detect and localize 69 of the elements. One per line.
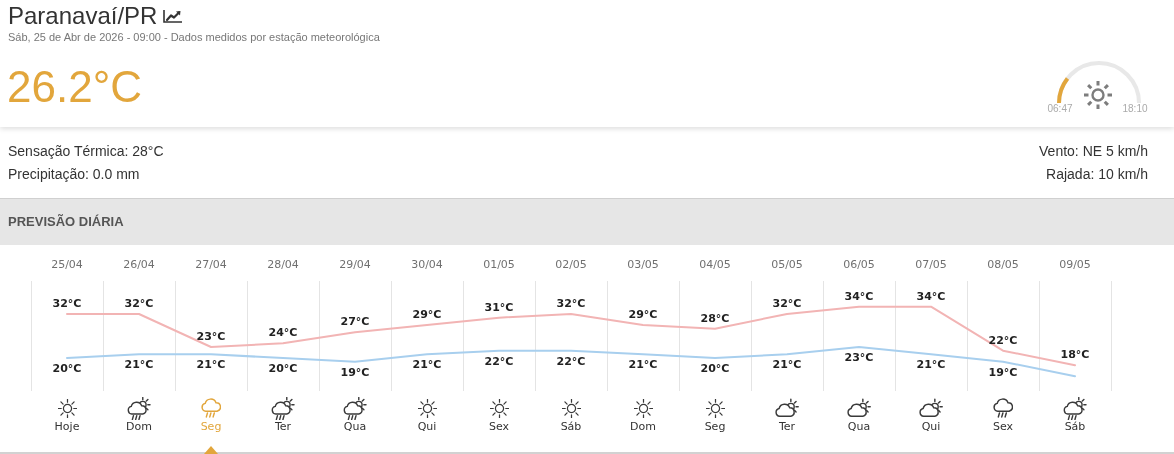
data-label: 21°C	[628, 358, 658, 372]
x-tick-label: 25/04	[51, 258, 83, 271]
x-tick-label: 04/05	[699, 258, 731, 271]
text: 26.2°C	[7, 62, 143, 111]
data-label: 20°C	[52, 362, 82, 375]
text: Sex	[487, 420, 511, 434]
data-label: 23°C	[196, 330, 226, 343]
text: Precipitação: 0.0 mm	[8, 166, 140, 182]
text: Qui	[416, 420, 438, 434]
text: Dom	[125, 420, 153, 434]
data-label: 19°C	[340, 365, 370, 379]
data-label: 29°C	[412, 308, 442, 321]
text: Vento: NE 5 km/h	[1039, 143, 1148, 159]
text: Sex	[991, 420, 1015, 434]
x-tick-label: 01/05	[483, 258, 515, 271]
x-tick-label: 27/04	[195, 258, 227, 271]
x-tick-label: 08/05	[987, 258, 1019, 271]
text: Sáb	[1063, 420, 1087, 434]
data-label: 22°C	[988, 333, 1018, 347]
x-tick-label: 03/05	[627, 258, 659, 271]
x-tick-label: 07/05	[915, 258, 947, 271]
data-label: 24°C	[268, 326, 298, 340]
text: Seg	[703, 420, 727, 434]
x-tick-label: 29/04	[339, 258, 371, 271]
data-label: 34°C	[844, 289, 874, 303]
x-tick-label: 09/05	[1059, 258, 1091, 271]
data-label: 21°C	[196, 358, 226, 372]
data-label: 32°C	[772, 297, 802, 310]
x-tick-label: 05/05	[771, 258, 803, 271]
text: Dom	[629, 420, 657, 434]
data-label: 23°C	[844, 351, 874, 364]
x-tick-label: 26/04	[123, 258, 155, 271]
text: Ter	[777, 420, 797, 434]
text: PREVISÃO DIÁRIA	[8, 214, 124, 230]
x-tick-label: 30/04	[411, 258, 443, 271]
data-label: 19°C	[988, 365, 1018, 379]
data-label: 27°C	[340, 315, 370, 329]
data-label: 32°C	[124, 297, 154, 310]
text: Sáb	[559, 420, 583, 434]
data-label: 21°C	[124, 358, 154, 372]
data-label: 28°C	[700, 311, 730, 325]
data-label: 21°C	[412, 358, 442, 372]
data-label: 21°C	[772, 358, 802, 372]
data-label: 18°C	[1060, 348, 1090, 362]
text: Ter	[273, 420, 293, 434]
data-label: 31°C	[484, 300, 514, 314]
data-label: 29°C	[628, 308, 658, 321]
x-tick-label: 28/04	[267, 258, 299, 271]
text: Seg	[199, 420, 223, 434]
chart-subtitle: Sáb, 25 de Abr de 2026 - 09:00 - Dados medidos por estação meteorológica	[8, 30, 380, 44]
chart-title: Paranavaí/PR	[8, 1, 158, 31]
text: 06:47	[1046, 103, 1074, 115]
text: Qui	[920, 420, 942, 434]
data-label: 21°C	[916, 358, 946, 372]
data-label: 20°C	[700, 362, 730, 375]
text: Qua	[846, 420, 872, 434]
text: Rajada: 10 km/h	[1046, 166, 1148, 182]
data-label: 22°C	[556, 354, 586, 368]
text: 18:10	[1121, 103, 1149, 115]
data-label: 32°C	[556, 297, 586, 310]
text: Qua	[342, 420, 368, 434]
x-tick-label: 02/05	[555, 258, 587, 271]
text: Sensação Térmica: 28°C	[8, 143, 164, 159]
x-tick-label: 06/05	[843, 258, 875, 271]
text: Hoje	[53, 420, 81, 434]
data-label: 22°C	[484, 354, 514, 368]
data-label: 34°C	[916, 289, 946, 303]
data-label: 20°C	[268, 362, 298, 375]
data-label: 32°C	[52, 297, 82, 310]
